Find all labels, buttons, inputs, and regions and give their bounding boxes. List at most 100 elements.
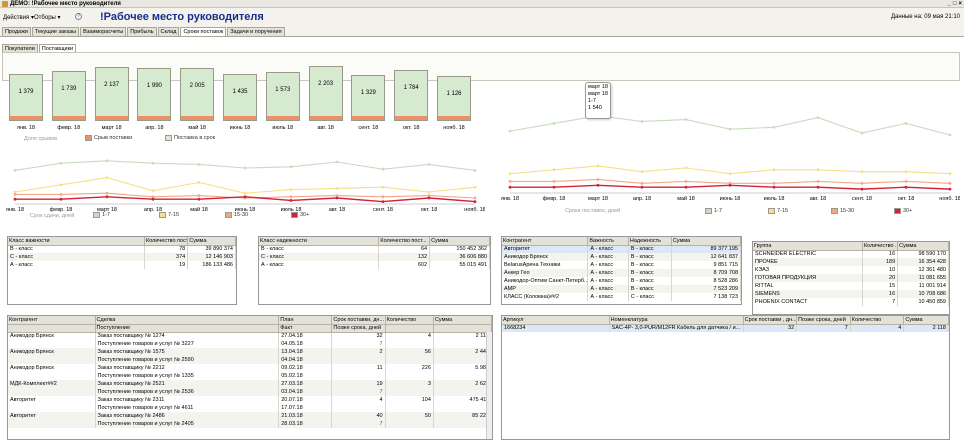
series-point[interactable] xyxy=(197,181,201,184)
series-point[interactable] xyxy=(243,195,247,199)
series-point[interactable] xyxy=(197,194,201,197)
series-point[interactable] xyxy=(59,193,63,196)
series-point[interactable] xyxy=(860,187,864,191)
col-header-deal[interactable]: Сделка xyxy=(95,316,280,325)
series-point[interactable] xyxy=(289,165,293,169)
col-header-importance[interactable]: Важность xyxy=(587,237,629,246)
series-point[interactable] xyxy=(289,199,293,202)
series-point[interactable] xyxy=(381,185,385,189)
bar[interactable]: 1 329 xyxy=(351,74,386,121)
series-point[interactable] xyxy=(335,187,339,190)
series-point[interactable] xyxy=(151,195,155,199)
series-point[interactable] xyxy=(13,197,17,201)
series-point[interactable] xyxy=(427,196,431,200)
col-header-reliability[interactable]: Класс надежности xyxy=(259,237,380,246)
series-point[interactable] xyxy=(59,183,63,187)
series-point[interactable] xyxy=(197,197,201,201)
series-point[interactable] xyxy=(105,195,109,199)
series-point[interactable] xyxy=(904,180,908,183)
series-point[interactable] xyxy=(473,200,477,203)
bar[interactable]: 1 379 xyxy=(9,74,43,121)
col-header-delivery-term[interactable]: Срок поставки, дн... xyxy=(331,316,386,325)
series-point[interactable] xyxy=(552,168,556,172)
col-header-sum[interactable]: Сумма xyxy=(671,237,741,246)
table-row-detail[interactable]: Поступление товаров и услуг № 2590 04.04.… xyxy=(8,356,492,364)
table-row-detail[interactable]: Поступление товаров и услуг № 3227 04.05.… xyxy=(8,340,492,348)
col-header-nomenclature[interactable]: Номенклатура xyxy=(609,316,744,325)
minimize-button[interactable]: _ xyxy=(947,1,951,7)
series-point[interactable] xyxy=(816,185,820,189)
tab-settlements[interactable]: Взаиморасчеты xyxy=(80,27,127,36)
series-line-1-7[interactable] xyxy=(509,115,951,136)
help-icon[interactable]: ? xyxy=(75,13,82,20)
series-point[interactable] xyxy=(508,185,512,189)
table-row[interactable]: ПРОЧЕЕ 189 16 354 428 xyxy=(753,258,949,266)
series-point[interactable] xyxy=(772,181,776,185)
series-point[interactable] xyxy=(151,189,155,193)
actions-menu[interactable]: Действия ▾ xyxy=(3,15,34,21)
col-header-reliability[interactable]: Надежность xyxy=(628,237,672,246)
selections-menu[interactable]: Отборы ▾ xyxy=(34,15,61,21)
series-point[interactable] xyxy=(640,185,644,189)
col-header-sum[interactable]: Сумма xyxy=(903,316,949,325)
series-point[interactable] xyxy=(860,181,864,185)
col-subheader-fact[interactable]: Факт xyxy=(278,324,333,333)
series-point[interactable] xyxy=(948,172,952,176)
series-point[interactable] xyxy=(816,180,820,183)
col-header-counterparty[interactable]: Контрагент xyxy=(502,237,589,246)
series-point[interactable] xyxy=(473,196,477,200)
series-point[interactable] xyxy=(772,168,776,172)
series-point[interactable] xyxy=(816,168,820,172)
series-point[interactable] xyxy=(197,163,201,166)
table-row[interactable]: КЭАЗ 10 12 361 480 xyxy=(753,266,949,274)
table-row[interactable]: PHOENIX CONTACT 7 10 450 859 xyxy=(753,298,949,306)
series-point[interactable] xyxy=(13,193,17,196)
tab-tasks[interactable]: Задачи и поручения xyxy=(227,27,285,36)
series-point[interactable] xyxy=(59,161,63,165)
col-header-count[interactable]: Количество пост... xyxy=(144,237,189,246)
series-point[interactable] xyxy=(289,188,293,191)
tab-profit[interactable]: Прибыль xyxy=(127,27,157,36)
series-point[interactable] xyxy=(948,187,952,191)
series-point[interactable] xyxy=(427,194,431,197)
series-point[interactable] xyxy=(105,159,109,163)
table-row[interactable]: Анкер Гео А - класс В - класс 8 709 708 xyxy=(502,269,741,277)
col-header-counterparty[interactable]: Контрагент xyxy=(8,316,96,325)
series-point[interactable] xyxy=(640,170,644,174)
bar[interactable]: 1 126 xyxy=(437,76,471,121)
series-point[interactable] xyxy=(335,160,339,164)
maximize-button[interactable]: □ xyxy=(952,1,957,7)
tab-sales[interactable]: Продажи xyxy=(2,27,31,36)
col-subheader-late-days[interactable]: Позже срока, дней xyxy=(331,324,386,333)
series-point[interactable] xyxy=(552,185,556,189)
col-header-article[interactable]: Артикул xyxy=(502,316,610,325)
col-header-delivery-term[interactable]: Срок поставки , дн... xyxy=(743,316,798,325)
bar[interactable]: 2 203 xyxy=(308,66,343,121)
series-point[interactable] xyxy=(508,180,512,183)
bar[interactable]: 1 990 xyxy=(137,68,172,121)
series-point[interactable] xyxy=(772,125,776,129)
series-point[interactable] xyxy=(596,178,600,181)
col-header-importance[interactable]: Класс важности xyxy=(8,237,145,246)
table-row[interactable]: Авторитет Заказ поставщику № 2486 21.03.18… xyxy=(8,412,492,420)
col-header-count[interactable]: Количество ... xyxy=(862,242,899,251)
series-point[interactable] xyxy=(151,197,155,201)
series-point[interactable] xyxy=(473,169,477,172)
table-row[interactable]: ГОТОВАЯ ПРОДУКЦИЯ 20 11 081 655 xyxy=(753,274,949,282)
table-row[interactable]: Авторитет Заказ поставщику № 2311 20.07.18… xyxy=(8,396,492,404)
table-row[interactable]: МДК-Комплект##2 Заказ поставщику № 2521 27… xyxy=(8,380,492,388)
series-point[interactable] xyxy=(335,194,339,197)
series-point[interactable] xyxy=(728,172,732,176)
series-point[interactable] xyxy=(904,185,908,189)
series-point[interactable] xyxy=(508,129,512,133)
series-point[interactable] xyxy=(427,163,431,166)
series-point[interactable] xyxy=(596,183,600,187)
tab-suppliers[interactable]: Поставщики xyxy=(38,44,77,53)
series-point[interactable] xyxy=(381,167,385,171)
series-point[interactable] xyxy=(948,181,952,185)
tab-warehouse[interactable]: Склад xyxy=(157,27,180,36)
table-row[interactable]: Аникодор Брянск А - класс В - класс 12 641 … xyxy=(502,253,741,261)
series-point[interactable] xyxy=(552,122,556,125)
table-row[interactable]: SCHNEIDER ELECTRIC 16 98 590 170 xyxy=(753,250,949,258)
col-header-quantity[interactable]: Количество xyxy=(850,316,905,325)
